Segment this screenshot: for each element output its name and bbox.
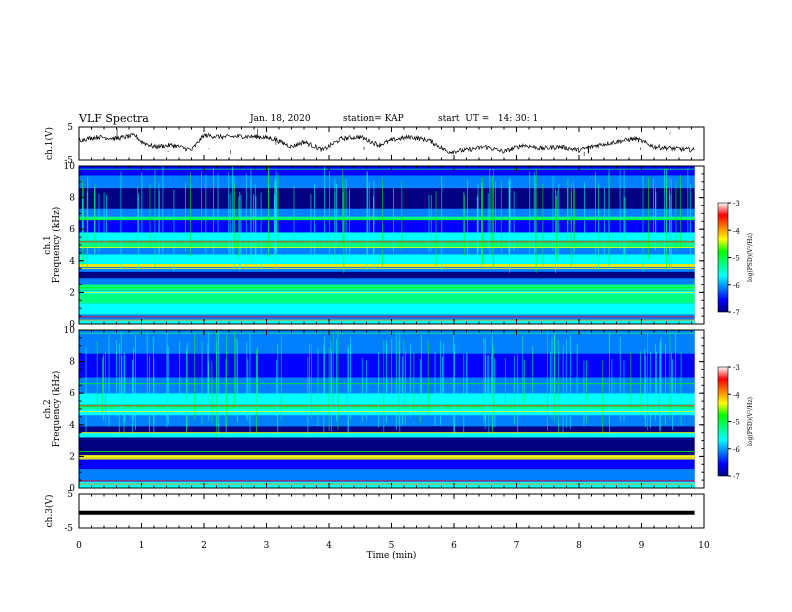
y-tick-label: -5 xyxy=(64,156,73,166)
y-tick-label: 0 xyxy=(69,484,75,494)
y-axis-label: ch.2 xyxy=(43,399,53,418)
x-tick-label: 3 xyxy=(264,541,270,551)
x-tick-label: 6 xyxy=(451,541,457,551)
y-tick-label: 2 xyxy=(69,288,75,298)
colorbar-label: log(PSD)(V²/Hz) xyxy=(747,397,754,446)
spectrogram-band xyxy=(79,432,695,438)
y-axis-label: Frequency (kHz) xyxy=(51,371,62,448)
spectrogram-1 xyxy=(78,165,731,325)
y-axis-label: ch.1(V) xyxy=(44,127,55,160)
y-tick-label: 8 xyxy=(69,194,75,204)
spectrogram-band xyxy=(79,278,695,285)
y-tick-label: 10 xyxy=(64,326,76,336)
spectrogram-band xyxy=(79,271,695,279)
y-tick-label: 10 xyxy=(64,162,76,172)
y-tick-label: -5 xyxy=(64,524,73,534)
colorbar-tick-label: -3 xyxy=(733,364,740,372)
x-tick-label: 2 xyxy=(201,541,207,551)
colorbar-tick-label: -5 xyxy=(733,255,740,263)
x-tick-label: 10 xyxy=(698,541,710,551)
spectrogram-band xyxy=(79,454,695,460)
spectrogram-band xyxy=(79,263,695,268)
spectrogram-band xyxy=(79,469,695,482)
spectrogram-band xyxy=(79,446,695,455)
x-tick-label: 1 xyxy=(139,541,145,551)
spectrogram-band xyxy=(79,248,695,255)
spectrogram-band xyxy=(79,319,695,324)
colorbar-tick-label: -5 xyxy=(733,419,740,427)
y-axis-label: Frequency (kHz) xyxy=(51,207,62,284)
spectrogram-band xyxy=(79,166,695,176)
x-tick-label: 4 xyxy=(326,541,332,551)
x-tick-label: 7 xyxy=(514,541,520,551)
spectrogram-band xyxy=(79,437,695,447)
figure-date: Jan. 18, 2020 xyxy=(250,114,311,124)
x-axis-label: Time (min) xyxy=(367,550,417,561)
figure-station: station= KAP xyxy=(343,114,404,124)
y-tick-label: 4 xyxy=(69,421,75,431)
y-axis-label: ch.1 xyxy=(43,235,53,254)
colorbar xyxy=(717,366,729,477)
figure-title: VLF Spectra xyxy=(79,112,149,125)
colorbar-tick-label: -6 xyxy=(733,282,740,290)
colorbar-tick-label: -4 xyxy=(733,227,740,235)
y-axis-label: ch.3(V) xyxy=(44,495,55,528)
spectrogram-band xyxy=(79,175,695,189)
colorbar-tick-label: -3 xyxy=(733,200,740,208)
x-tick-label: 0 xyxy=(76,541,82,551)
spectrogram-band xyxy=(79,216,695,220)
colorbar-tick-label: -7 xyxy=(733,473,740,481)
y-tick-label: 6 xyxy=(69,389,75,399)
spectrogram-band xyxy=(79,293,695,304)
colorbar xyxy=(717,202,729,313)
y-tick-label: 8 xyxy=(69,358,75,368)
y-tick-label: 5 xyxy=(67,123,73,133)
spectrogram-band xyxy=(79,240,695,249)
colorbar-label: log(PSD)(V²/Hz) xyxy=(747,233,754,282)
ch1-trace xyxy=(78,132,695,155)
y-tick-label: 4 xyxy=(69,257,75,267)
colorbar-tick-label: -7 xyxy=(733,309,740,317)
y-tick-label: 2 xyxy=(69,452,75,462)
spectrogram-band xyxy=(79,481,695,488)
spectrogram-band xyxy=(79,267,695,272)
y-tick-label: 6 xyxy=(69,225,75,235)
colorbar-tick-label: -6 xyxy=(733,446,740,454)
y-tick-label: 5 xyxy=(67,490,73,500)
spectrogram-band xyxy=(79,232,695,241)
figure-start-time: start UT = 14: 30: 1 xyxy=(438,114,539,124)
x-tick-label: 8 xyxy=(576,541,582,551)
spectrogram-band xyxy=(79,208,695,217)
x-tick-label: 9 xyxy=(639,541,645,551)
colorbar-tick-label: -4 xyxy=(733,391,740,399)
spectrogram-2 xyxy=(78,329,731,489)
x-tick-label: 5 xyxy=(389,541,395,551)
spectrogram-band xyxy=(79,459,695,470)
spectrogram-band xyxy=(79,254,695,264)
y-tick-label: 0 xyxy=(69,320,75,330)
spectrogram-band xyxy=(79,303,695,315)
spectrogram-band xyxy=(79,426,695,433)
spectrogram-band xyxy=(79,188,695,209)
spectrogram-band xyxy=(79,219,695,233)
